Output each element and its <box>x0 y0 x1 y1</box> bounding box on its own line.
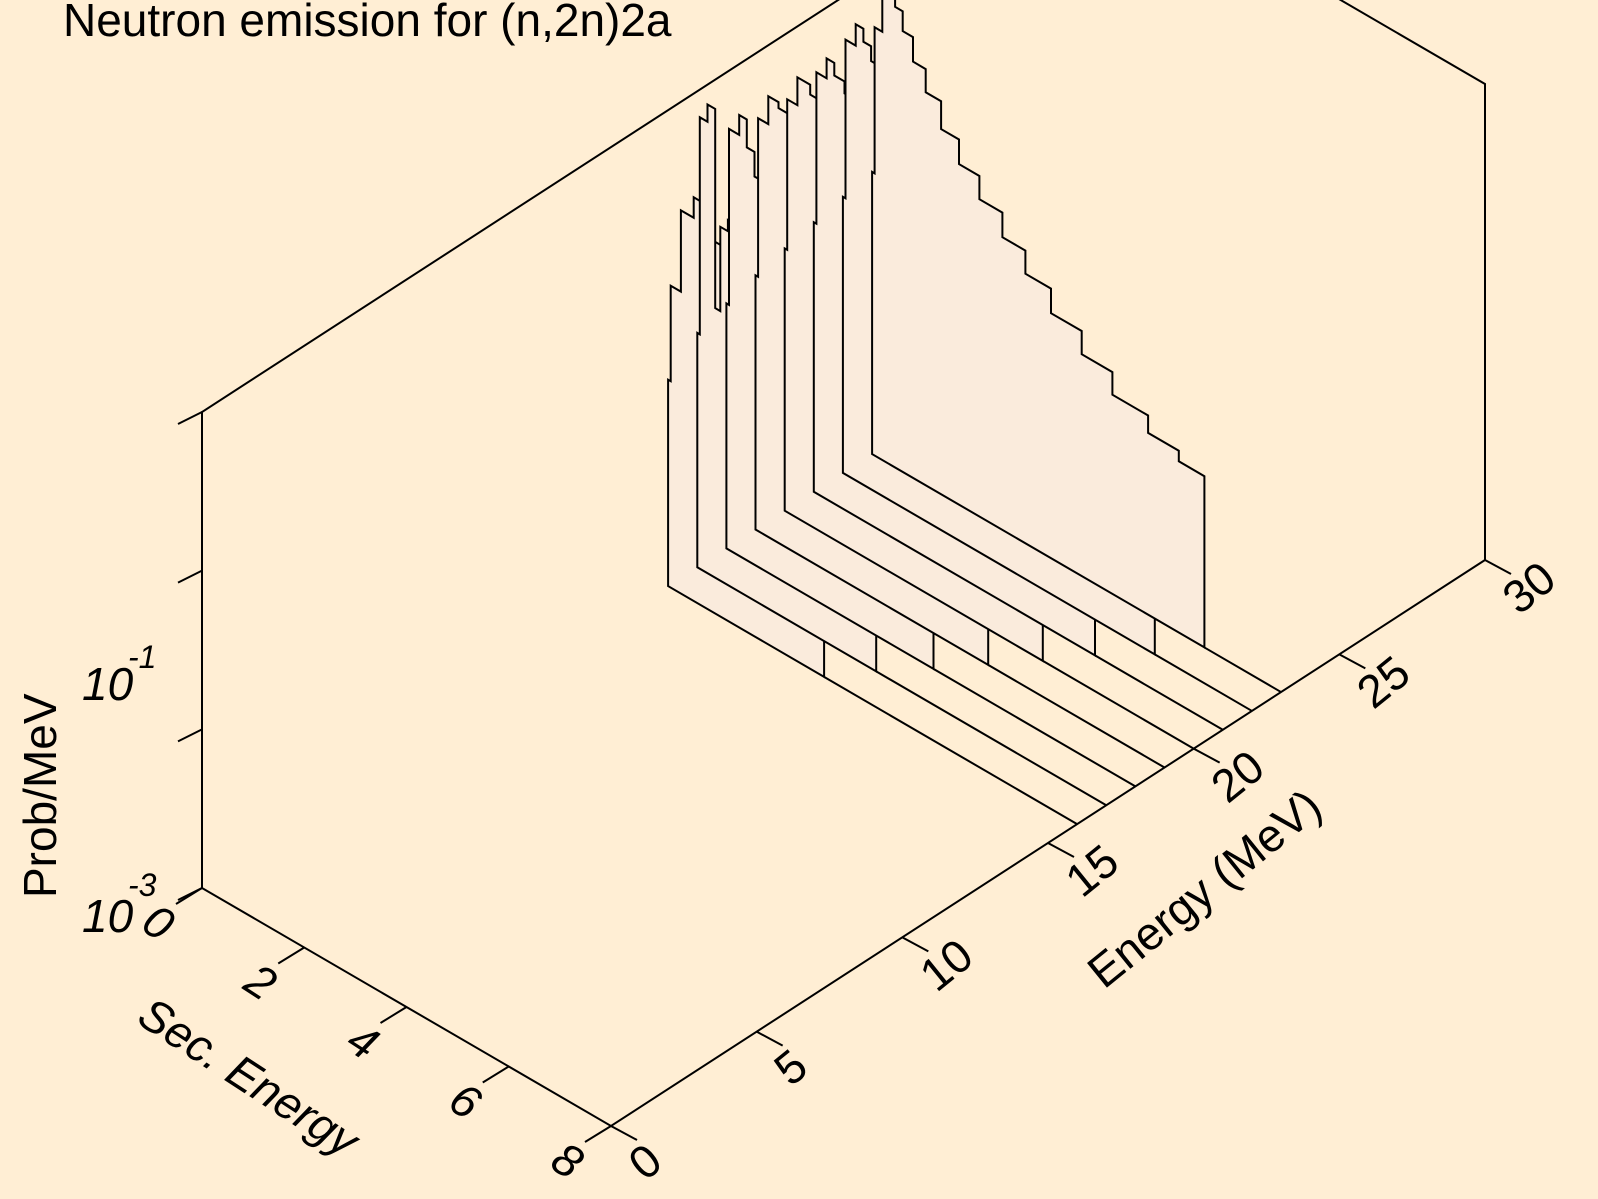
x-tick <box>584 1125 612 1143</box>
z-tick <box>177 569 203 584</box>
series-group <box>667 0 1282 825</box>
x-tick <box>277 946 305 965</box>
y-tick <box>901 936 929 953</box>
y-tick <box>610 1125 638 1141</box>
z-tick <box>177 411 203 425</box>
chart-title: Neutron emission for (n,2n)2a <box>63 0 672 46</box>
y-tick <box>756 1030 784 1047</box>
series-floor-line <box>1094 654 1224 731</box>
y-tick <box>1338 653 1366 670</box>
z-axis-label: Prob/MeV <box>14 693 66 898</box>
tick-marks <box>175 411 1512 1143</box>
y-tick <box>1047 842 1075 858</box>
series-floor-line <box>932 668 1136 788</box>
series-floor-line <box>1154 653 1253 712</box>
svg-text:10: 10 <box>82 890 134 942</box>
series-floor-line <box>1042 660 1195 750</box>
svg-text:-1: -1 <box>128 639 156 675</box>
svg-text:10: 10 <box>82 658 134 710</box>
z-tick-label-1e-3: 10 -3 <box>82 867 157 942</box>
x-tick <box>175 887 203 905</box>
z-tick <box>177 728 203 743</box>
series-slice-23 <box>871 0 1282 693</box>
y-tick <box>1484 559 1512 575</box>
series-floor-line <box>875 670 1107 807</box>
svg-text:-3: -3 <box>128 867 157 903</box>
series-floor-line <box>987 664 1166 769</box>
z-tick-label-1e-1: 10 -1 <box>82 639 156 710</box>
series-floor-line <box>1203 646 1282 693</box>
y-tick <box>1193 747 1221 764</box>
series-profile <box>871 0 1206 650</box>
series-floor-line <box>823 676 1078 825</box>
x-tick <box>482 1065 510 1084</box>
x-tick <box>379 1006 408 1024</box>
